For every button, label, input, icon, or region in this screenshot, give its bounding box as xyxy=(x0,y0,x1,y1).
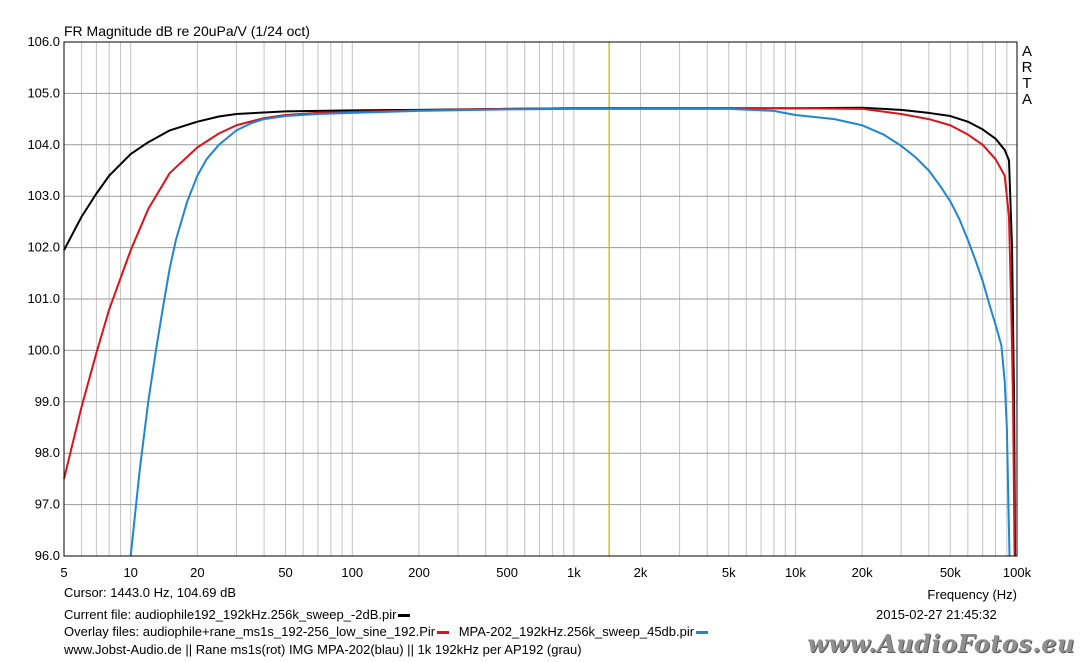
arta-letter: A xyxy=(1022,91,1032,108)
cursor-readout: Cursor: 1443.0 Hz, 104.69 dB xyxy=(64,585,236,600)
current-file: Current file: audiophile192_192kHz.256k_… xyxy=(64,607,411,622)
x-tick-label: 2k xyxy=(634,565,648,580)
overlay-file-1: Overlay files: audiophile+rane_ms1s_192-… xyxy=(64,624,436,639)
plot-frame xyxy=(63,41,1018,557)
current-file-label: Current file: audiophile192_192kHz.256k_… xyxy=(64,607,397,622)
overlay-2-swatch xyxy=(696,631,709,635)
series-line-3 xyxy=(129,107,1011,557)
timestamp: 2015-02-27 21:45:32 xyxy=(876,607,997,622)
info-line: www.Jobst-Audio.de || Rane ms1s(rot) IMG… xyxy=(64,642,582,657)
y-tick-label: 99.0 xyxy=(35,394,60,409)
x-tick-label: 100k xyxy=(1003,565,1032,580)
x-tick-label: 20 xyxy=(190,565,204,580)
x-tick-label: 10 xyxy=(123,565,137,580)
chart-title: FR Magnitude dB re 20uPa/V (1/24 oct) xyxy=(64,23,310,39)
x-tick-label: 500 xyxy=(496,565,518,580)
y-tick-label: 96.0 xyxy=(35,548,60,563)
y-tick-label: 98.0 xyxy=(35,445,60,460)
current-file-swatch xyxy=(398,614,411,618)
y-tick-label: 103.0 xyxy=(27,188,60,203)
audiofotos-watermark: www.AudioFotos.eu xyxy=(807,629,1075,658)
overlay-file-2: MPA-202_192kHz.256k_sweep_45db.pir xyxy=(458,624,695,639)
x-tick-label: 100 xyxy=(341,565,363,580)
arta-letter: T xyxy=(1022,75,1031,92)
x-tick-label: 50k xyxy=(940,565,961,580)
y-tick-label: 102.0 xyxy=(27,240,60,255)
overlay-1-swatch xyxy=(437,631,450,635)
x-axis-label: Frequency (Hz) xyxy=(927,587,1017,602)
x-tick-label: 50 xyxy=(278,565,292,580)
x-tick-label: 20k xyxy=(852,565,873,580)
arta-letter: R xyxy=(1022,59,1033,76)
x-tick-label: 10k xyxy=(785,565,806,580)
x-tick-label: 1k xyxy=(567,565,581,580)
y-tick-label: 97.0 xyxy=(35,497,60,512)
y-tick-label: 100.0 xyxy=(27,342,60,357)
x-tick-label: 200 xyxy=(408,565,430,580)
x-tick-label: 5 xyxy=(60,565,67,580)
y-tick-label: 105.0 xyxy=(27,85,60,100)
y-tick-label: 104.0 xyxy=(27,137,60,152)
x-tick-label: 5k xyxy=(722,565,736,580)
arta-letter: A xyxy=(1022,43,1032,60)
y-tick-label: 101.0 xyxy=(27,291,60,306)
overlay-files: Overlay files: audiophile+rane_ms1s_192-… xyxy=(64,624,709,639)
y-tick-label: 106.0 xyxy=(27,34,60,49)
